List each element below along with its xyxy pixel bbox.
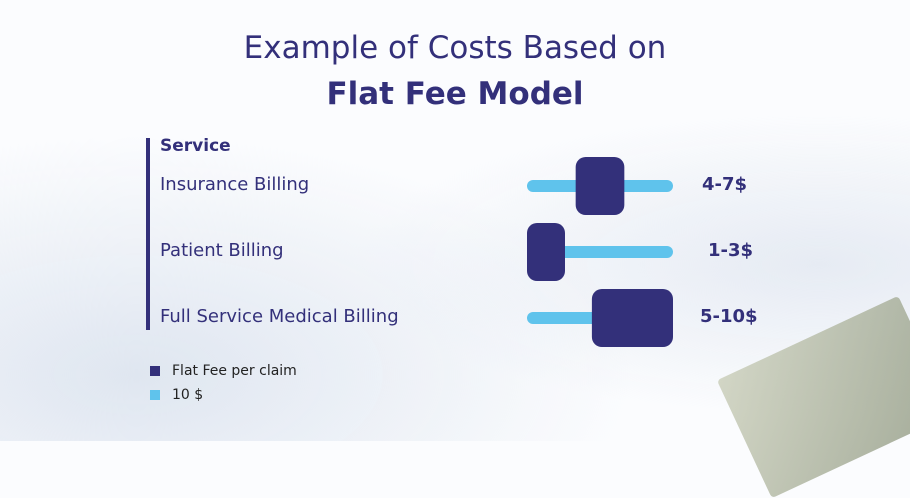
title-line-1: Example of Costs Based on [243, 30, 667, 66]
legend-label: 10 $ [172, 387, 204, 403]
range-chart [527, 157, 673, 347]
legend-label: Flat Fee per claim [172, 363, 297, 379]
range-block [527, 223, 565, 281]
range-block [591, 289, 673, 347]
value-label: 4-7$ [702, 174, 748, 195]
legend-item: Flat Fee per claim [150, 363, 297, 379]
legend-swatch [150, 366, 160, 376]
legend-swatch [150, 390, 160, 400]
category-label: Insurance Billing [160, 174, 310, 195]
value-label: 1-3$ [708, 240, 754, 261]
range-block [575, 157, 625, 215]
column-header: Service [160, 136, 231, 156]
category-label: Patient Billing [160, 240, 284, 261]
value-label: 5-10$ [700, 306, 758, 327]
category-label: Full Service Medical Billing [160, 306, 399, 327]
title-line-2: Flat Fee Model [326, 76, 584, 112]
left-accent-bar [146, 138, 150, 330]
legend-item: 10 $ [150, 387, 203, 403]
